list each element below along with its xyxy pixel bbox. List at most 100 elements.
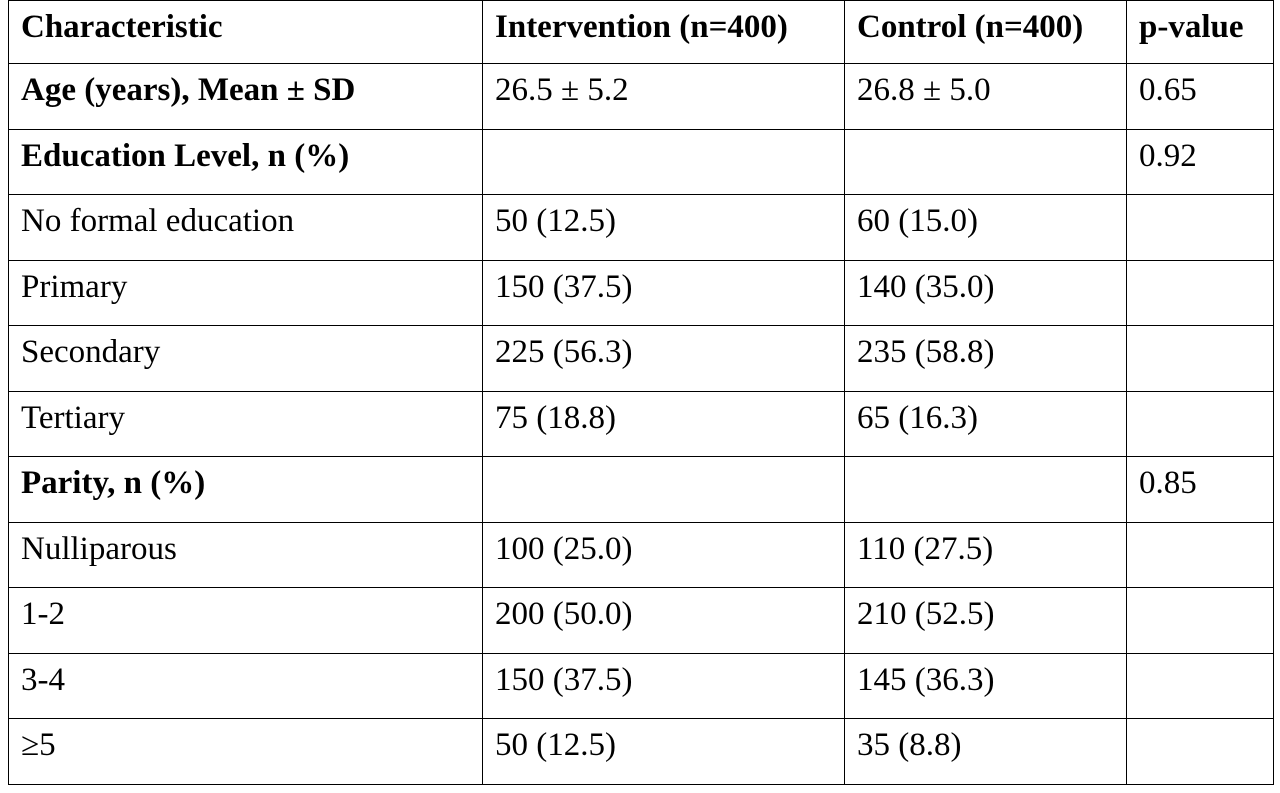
cell-intervention-text	[495, 457, 832, 465]
cell-control: 235 (58.8)	[844, 325, 1127, 392]
header-p-value: p-value	[1126, 0, 1274, 64]
cell-p-value-text	[1139, 588, 1261, 596]
table-header-row: Characteristic Intervention (n=400) Cont…	[8, 0, 1274, 64]
cell-characteristic-text: Secondary	[21, 334, 161, 370]
cell-p-value-text	[1139, 654, 1261, 662]
cell-intervention-text: 26.5 ± 5.2	[495, 72, 629, 108]
cell-characteristic: Nulliparous	[8, 521, 483, 588]
cell-p-value-text	[1139, 392, 1261, 400]
cell-intervention: 150 (37.5)	[482, 652, 845, 719]
cell-intervention: 26.5 ± 5.2	[482, 63, 845, 130]
table-row: Primary 150 (37.5) 140 (35.0)	[8, 259, 1274, 326]
cell-control-text: 26.8 ± 5.0	[857, 72, 991, 108]
cell-characteristic: No formal education	[8, 194, 483, 261]
cell-p-value	[1126, 390, 1274, 457]
table-row: 1-2 200 (50.0) 210 (52.5)	[8, 587, 1274, 654]
cell-p-value	[1126, 259, 1274, 326]
cell-control: 140 (35.0)	[844, 259, 1127, 326]
cell-intervention	[482, 128, 845, 195]
cell-p-value	[1126, 652, 1274, 719]
header-intervention: Intervention (n=400)	[482, 0, 845, 64]
cell-p-value: 0.85	[1126, 456, 1274, 523]
cell-intervention: 100 (25.0)	[482, 521, 845, 588]
cell-p-value-text	[1139, 523, 1261, 531]
cell-p-value	[1126, 325, 1274, 392]
cell-p-value	[1126, 194, 1274, 261]
cell-characteristic: Age (years), Mean ± SD	[8, 63, 483, 130]
cell-characteristic: Parity, n (%)	[8, 456, 483, 523]
cell-characteristic-text: Primary	[21, 268, 128, 305]
cell-p-value	[1126, 718, 1274, 785]
cell-intervention: 200 (50.0)	[482, 587, 845, 654]
cell-p-value-text: 0.65	[1139, 72, 1197, 108]
cell-control-text	[857, 130, 1114, 138]
cell-p-value-text	[1139, 261, 1261, 269]
header-p-value-label: p-value	[1139, 9, 1244, 45]
cell-p-value: 0.92	[1126, 128, 1274, 195]
cell-characteristic: Education Level, n (%)	[8, 128, 483, 195]
cell-characteristic: Primary	[8, 259, 483, 326]
table-row: ≥5 50 (12.5) 35 (8.8)	[8, 718, 1274, 785]
cell-intervention: 50 (12.5)	[482, 194, 845, 261]
table-row: No formal education 50 (12.5) 60 (15.0)	[8, 194, 1274, 261]
cell-intervention-text: 50 (12.5)	[495, 203, 616, 239]
cell-control-text: 140 (35.0)	[857, 268, 995, 305]
cell-intervention-text: 150 (37.5)	[495, 661, 633, 698]
cell-control: 110 (27.5)	[844, 521, 1127, 588]
cell-p-value-text	[1139, 719, 1261, 727]
cell-control-text: 110 (27.5)	[857, 530, 994, 567]
cell-p-value-text: 0.92	[1139, 137, 1197, 174]
cell-characteristic-text: Nulliparous	[21, 530, 177, 567]
cell-intervention: 225 (56.3)	[482, 325, 845, 392]
baseline-characteristics-table: Characteristic Intervention (n=400) Cont…	[8, 0, 1274, 785]
cell-characteristic-text: Tertiary	[21, 399, 125, 436]
cell-intervention-text: 200 (50.0)	[495, 596, 633, 632]
header-control-label: Control (n=400)	[857, 9, 1084, 45]
cell-control-text: 235 (58.8)	[857, 334, 995, 370]
cell-control: 26.8 ± 5.0	[844, 63, 1127, 130]
cell-intervention-text: 100 (25.0)	[495, 530, 633, 567]
table-row: Nulliparous 100 (25.0) 110 (27.5)	[8, 521, 1274, 588]
cell-intervention	[482, 456, 845, 523]
cell-characteristic-text: Age (years), Mean ± SD	[21, 72, 356, 108]
cell-control: 60 (15.0)	[844, 194, 1127, 261]
header-control: Control (n=400)	[844, 0, 1127, 64]
cell-characteristic: ≥5	[8, 718, 483, 785]
cell-characteristic: 1-2	[8, 587, 483, 654]
cell-characteristic-text: No formal education	[21, 203, 295, 239]
table-body: Age (years), Mean ± SD 26.5 ± 5.2 26.8 ± 5…	[8, 63, 1274, 785]
cell-intervention: 150 (37.5)	[482, 259, 845, 326]
cell-characteristic-text: ≥5	[21, 727, 56, 763]
table-row: Tertiary 75 (18.8) 65 (16.3)	[8, 390, 1274, 457]
cell-control: 35 (8.8)	[844, 718, 1127, 785]
cell-control-text: 210 (52.5)	[857, 596, 995, 632]
cell-characteristic: 3-4	[8, 652, 483, 719]
cell-p-value: 0.65	[1126, 63, 1274, 130]
cell-control-text: 145 (36.3)	[857, 661, 995, 698]
cell-intervention: 50 (12.5)	[482, 718, 845, 785]
cell-characteristic-text: Education Level, n (%)	[21, 137, 350, 174]
cell-intervention: 75 (18.8)	[482, 390, 845, 457]
cell-control-text: 65 (16.3)	[857, 399, 978, 436]
cell-characteristic-text: 1-2	[21, 596, 65, 632]
cell-intervention-text: 150 (37.5)	[495, 268, 633, 305]
table-row: Parity, n (%) 0.85	[8, 456, 1274, 523]
table-row: 3-4 150 (37.5) 145 (36.3)	[8, 652, 1274, 719]
cell-control	[844, 128, 1127, 195]
cell-characteristic-text: 3-4	[21, 661, 65, 698]
cell-p-value	[1126, 521, 1274, 588]
table-row: Age (years), Mean ± SD 26.5 ± 5.2 26.8 ± 5…	[8, 63, 1274, 130]
cell-p-value	[1126, 587, 1274, 654]
cell-control-text	[857, 457, 1114, 465]
cell-intervention-text	[495, 130, 832, 138]
header-intervention-label: Intervention (n=400)	[495, 9, 788, 45]
header-characteristic: Characteristic	[8, 0, 483, 64]
table-row: Education Level, n (%) 0.92	[8, 128, 1274, 195]
cell-characteristic: Secondary	[8, 325, 483, 392]
cell-characteristic: Tertiary	[8, 390, 483, 457]
cell-control	[844, 456, 1127, 523]
cell-intervention-text: 75 (18.8)	[495, 399, 616, 436]
table-row: Secondary 225 (56.3) 235 (58.8)	[8, 325, 1274, 392]
cell-p-value-text	[1139, 195, 1261, 203]
